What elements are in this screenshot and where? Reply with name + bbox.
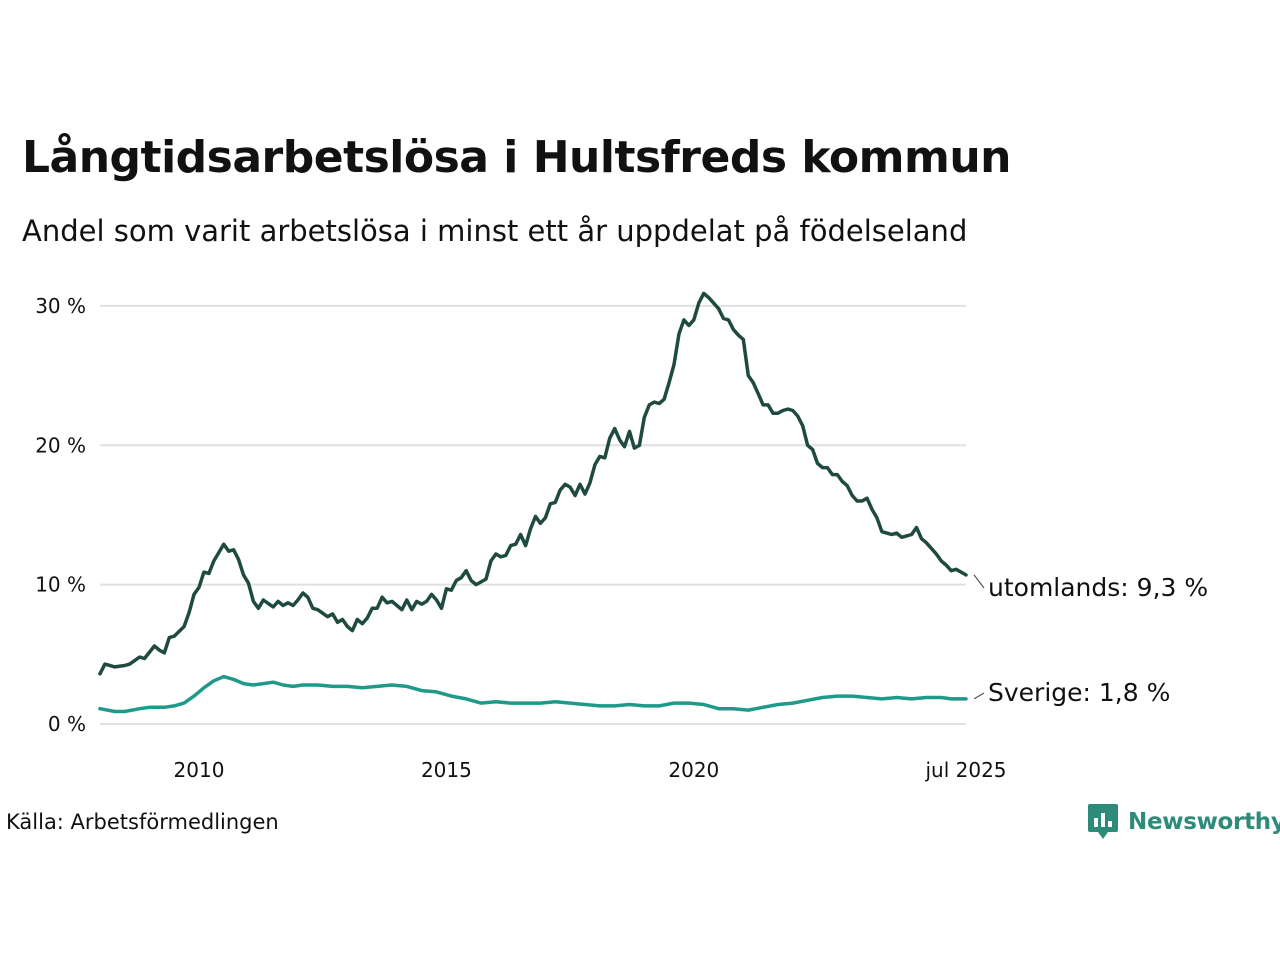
bar-chart-speech-bubble-icon <box>1088 804 1118 839</box>
gridlines <box>100 304 966 725</box>
series-line-utomlands <box>98 291 968 676</box>
brand-logo: Newsworthy <box>1088 804 1280 840</box>
brand-name: Newsworthy <box>1128 809 1280 835</box>
series-lines <box>98 291 968 714</box>
x-axis-ticks: 2010 2015 2020 jul 2025 <box>174 758 1007 782</box>
y-tick-label: 30 % <box>35 294 86 318</box>
source-note: Källa: Arbetsförmedlingen <box>6 810 279 834</box>
end-label-connector <box>973 574 985 589</box>
y-tick-label: 20 % <box>35 433 86 457</box>
chart-subtitle: Andel som varit arbetslösa i minst ett å… <box>22 214 968 248</box>
x-tick-label: jul 2025 <box>924 758 1006 782</box>
series-end-label: Sverige: 1,8 % <box>988 678 1170 707</box>
x-tick-label: 2010 <box>174 758 225 782</box>
y-tick-label: 0 % <box>48 712 86 736</box>
y-tick-label: 10 % <box>35 573 86 597</box>
end-label-connector <box>973 692 985 700</box>
end-labels: utomlands: 9,3 % Sverige: 1,8 % <box>973 573 1208 707</box>
series-line-sverige <box>98 674 968 714</box>
chart-title: Långtidsarbetslösa i Hultsfreds kommun <box>22 132 1012 183</box>
x-tick-label: 2015 <box>421 758 472 782</box>
y-axis-ticks: 0 % 10 % 20 % 30 % <box>35 294 86 736</box>
series-end-label: utomlands: 9,3 % <box>988 573 1208 602</box>
x-tick-label: 2020 <box>668 758 719 782</box>
